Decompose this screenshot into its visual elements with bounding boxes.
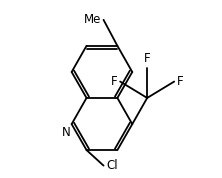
Text: Cl: Cl bbox=[106, 159, 118, 172]
Text: N: N bbox=[62, 126, 71, 139]
Text: F: F bbox=[144, 52, 151, 65]
Text: Me: Me bbox=[84, 13, 101, 26]
Text: F: F bbox=[177, 75, 183, 88]
Text: F: F bbox=[111, 75, 118, 88]
